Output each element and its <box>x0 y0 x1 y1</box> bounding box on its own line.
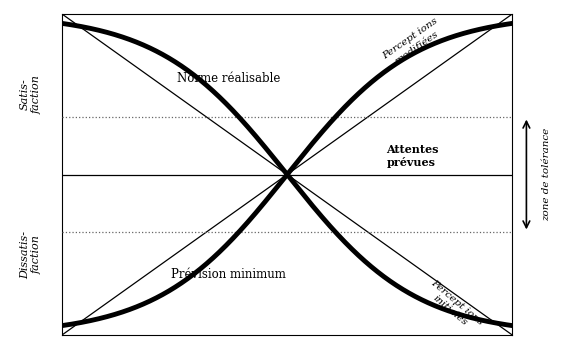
Text: Dissatis-
faction: Dissatis- faction <box>20 231 42 279</box>
Text: Attentes
prévues: Attentes prévues <box>386 144 439 168</box>
Text: zone de tolérance: zone de tolérance <box>542 128 551 221</box>
Text: Satis-
faction: Satis- faction <box>20 75 42 114</box>
Text: Percept ions
modifiées: Percept ions modifiées <box>381 16 446 70</box>
Text: Prévision minimum: Prévision minimum <box>171 268 286 281</box>
Text: Percept ions
initiales: Percept ions initiales <box>423 278 485 334</box>
Text: Norme réalisable: Norme réalisable <box>177 72 280 85</box>
